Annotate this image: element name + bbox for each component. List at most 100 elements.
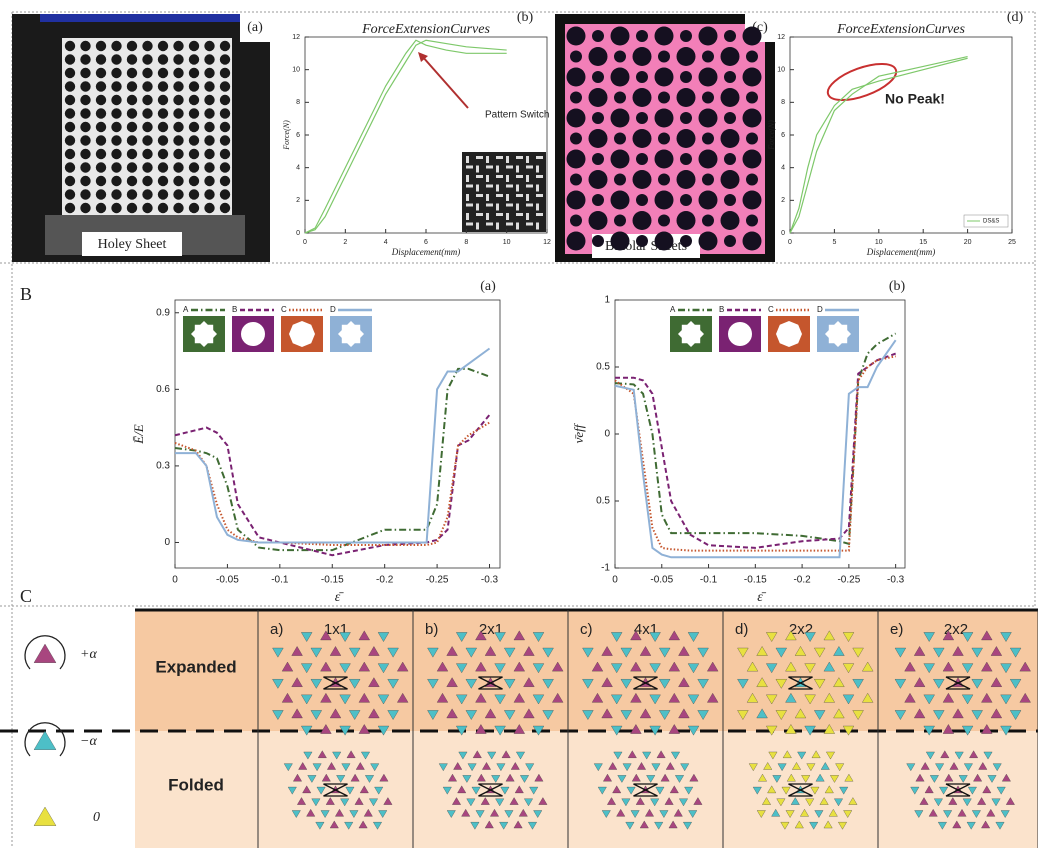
x-tick-label: -0.1: [271, 575, 289, 586]
data-line: [175, 348, 490, 542]
x-tick-label: -0.2: [793, 575, 811, 586]
inset-cell: [536, 156, 543, 159]
hole: [204, 54, 214, 64]
hole: [746, 133, 758, 145]
hole: [65, 81, 75, 91]
y-tick-label: 0: [296, 230, 300, 237]
x-tick-label: 4: [384, 239, 388, 246]
hole: [189, 108, 199, 118]
legend-label: A: [670, 305, 676, 314]
x-tick-label: 10: [503, 239, 511, 246]
hole: [158, 135, 168, 145]
hole: [189, 189, 199, 199]
x-tick-label: -0.15: [744, 575, 767, 586]
hole: [220, 68, 230, 78]
symbol-label: −α: [80, 734, 97, 749]
hole: [677, 170, 696, 189]
hole: [589, 88, 608, 107]
hole: [677, 211, 696, 230]
hole: [142, 203, 152, 213]
hole: [127, 95, 137, 105]
hole: [567, 68, 586, 87]
hole: [189, 203, 199, 213]
hole: [721, 88, 740, 107]
hole: [746, 215, 758, 227]
hole: [721, 211, 740, 230]
hole: [655, 232, 674, 251]
hole: [142, 54, 152, 64]
hole: [204, 81, 214, 91]
x-tick-label: 6: [424, 239, 428, 246]
inset-cell: [526, 185, 533, 188]
x-tick-label: 15: [919, 239, 927, 246]
panel-label: (d): [1007, 10, 1024, 25]
hole-shape: [825, 321, 851, 347]
inset-cell: [516, 185, 519, 192]
hole: [204, 176, 214, 186]
y-tick-label: 12: [777, 34, 785, 41]
hole: [158, 176, 168, 186]
hole: [743, 191, 762, 210]
hole: [611, 68, 630, 87]
hole: [111, 176, 121, 186]
inset-cell: [496, 204, 499, 211]
hole: [592, 71, 604, 83]
hole: [65, 122, 75, 132]
hole: [127, 108, 137, 118]
hole-shape: [338, 321, 364, 347]
row-label: Expanded: [155, 657, 236, 676]
hole: [65, 176, 75, 186]
y-tick-label: 6: [781, 132, 785, 139]
hole: [111, 149, 121, 159]
x-tick-label: 25: [1008, 239, 1016, 246]
hole: [724, 194, 736, 206]
hole: [655, 68, 674, 87]
hole: [636, 71, 648, 83]
inset-cell: [516, 223, 519, 230]
hole: [611, 109, 630, 128]
symbol-label: +α: [80, 647, 97, 662]
x-tick-label: 12: [543, 239, 551, 246]
hole: [80, 68, 90, 78]
inset-cell: [476, 156, 483, 159]
hole: [96, 54, 106, 64]
x-tick-label: 20: [964, 239, 972, 246]
inset-cell: [526, 213, 529, 220]
hole: [220, 108, 230, 118]
panel-label: C: [20, 586, 32, 606]
hole: [96, 135, 106, 145]
hole: [220, 54, 230, 64]
hole: [614, 133, 626, 145]
hole: [204, 162, 214, 172]
hole: [746, 174, 758, 186]
y-tick-label: 4: [781, 165, 785, 172]
legend-label: B: [232, 305, 237, 314]
hole: [158, 41, 168, 51]
hole: [96, 41, 106, 51]
hole: [658, 51, 670, 63]
hole: [127, 149, 137, 159]
photo-caption: Holey Sheet: [98, 237, 167, 252]
y-axis-label: Force(N): [767, 120, 776, 151]
hole: [680, 235, 692, 247]
hole: [142, 81, 152, 91]
hole: [570, 92, 582, 104]
hole: [189, 122, 199, 132]
chart-title: ForceExtensionCurves: [361, 22, 490, 37]
x-tick-label: -0.3: [887, 575, 905, 586]
x-tick-label: 0: [612, 575, 618, 586]
y-tick-label: 10: [777, 67, 785, 74]
hole: [127, 135, 137, 145]
column-label: b): [425, 621, 438, 638]
hole: [655, 150, 674, 169]
x-tick-label: -0.15: [321, 575, 344, 586]
column-label: e): [890, 621, 903, 638]
hole: [589, 211, 608, 230]
y-tick-label: 1: [604, 295, 610, 306]
hole: [633, 47, 652, 66]
y-tick-label: 0: [164, 537, 170, 548]
y-tick-label: 0.6: [156, 384, 170, 395]
hole: [158, 95, 168, 105]
hole: [80, 162, 90, 172]
panel-label: (b): [517, 10, 534, 25]
